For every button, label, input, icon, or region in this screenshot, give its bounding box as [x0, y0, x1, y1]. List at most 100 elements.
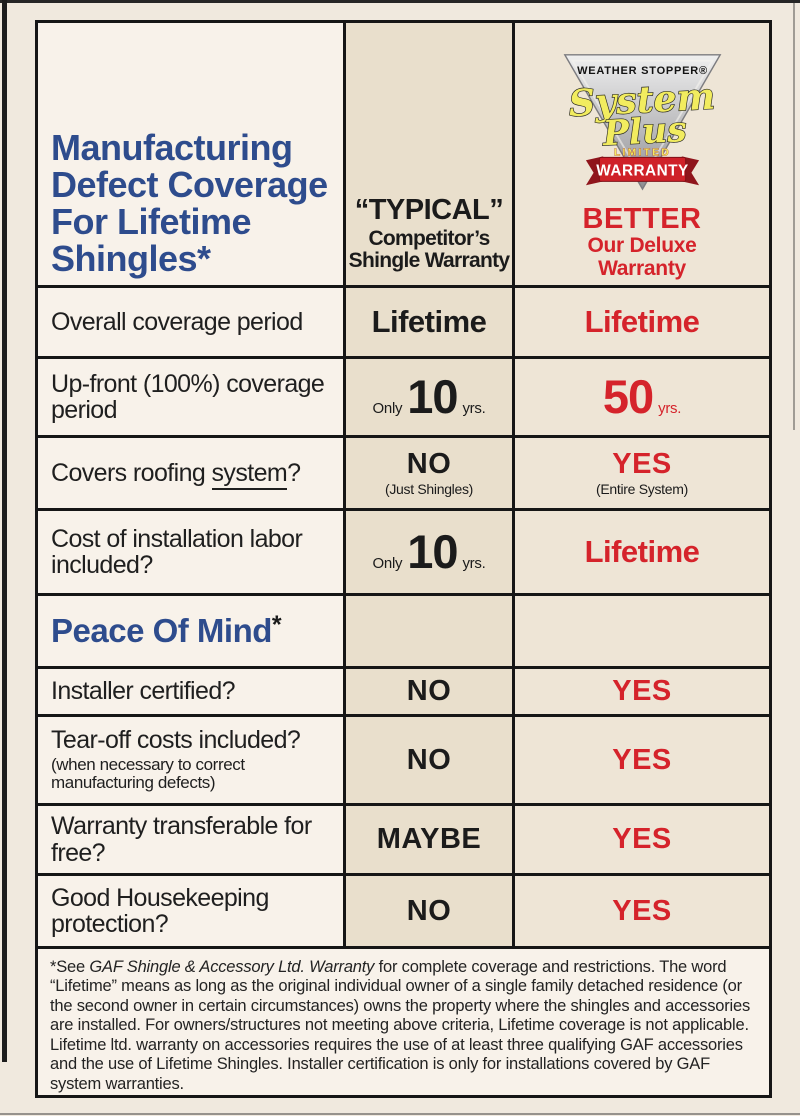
- badge-ribbon-warranty: WARRANTY: [596, 163, 688, 180]
- scan-edge-left: [2, 0, 7, 1062]
- typical-header-line3: Shingle Warranty: [348, 249, 510, 273]
- section-title: Peace Of Mind*: [51, 611, 337, 650]
- row-label-cell: Up-front (100%) coverage period: [38, 359, 343, 435]
- typical-cell-empty: [343, 596, 512, 666]
- badge-script-system: System: [567, 75, 716, 126]
- typical-cell: NO: [343, 669, 512, 714]
- typical-cell: NO (Just Shingles): [343, 438, 512, 508]
- better-cell-empty: [512, 596, 769, 666]
- row-label: Overall coverage period: [51, 307, 303, 336]
- row-label: Good Housekeeping protection?: [51, 883, 269, 938]
- typical-cell: Only 10 yrs.: [343, 359, 512, 435]
- row-label: Warranty transferable for free?: [51, 812, 312, 867]
- row-label: Cost of installation labor included?: [51, 524, 303, 579]
- footnote-warranty-title: GAF Shingle & Accessory Ltd. Warranty: [89, 958, 375, 976]
- value-number: 10: [407, 524, 458, 578]
- typical-header-line2: Competitor’s: [368, 226, 490, 250]
- typical-value: NO: [406, 894, 452, 927]
- better-cell: YES: [512, 806, 769, 873]
- better-value: YES: [612, 743, 672, 776]
- typical-value: NO: [406, 448, 452, 481]
- typical-value: Lifetime: [371, 303, 487, 339]
- value-suffix: yrs.: [658, 399, 682, 417]
- typical-cell: MAYBE: [343, 806, 512, 873]
- row-label-cell: Tear-off costs included? (when necessary…: [38, 717, 343, 803]
- page-title-line: Manufacturing: [51, 126, 293, 168]
- better-header-line3: Warranty: [598, 257, 686, 281]
- row-label-cell: Good Housekeeping protection?: [38, 876, 343, 946]
- value-number: 50: [602, 369, 654, 423]
- row-label: Covers roofing system?: [51, 458, 337, 490]
- weather-stopper-text: WEATHER STOPPER®: [577, 65, 708, 77]
- better-value: 50 yrs.: [602, 369, 682, 423]
- value-prefix: Only: [372, 399, 403, 417]
- row-label-cell: Overall coverage period: [38, 288, 343, 356]
- footnote-row: *See GAF Shingle & Accessory Ltd. Warran…: [38, 946, 769, 1095]
- badge-ribbon-band: [598, 156, 686, 182]
- table-row: Installer certified? NO YES: [38, 666, 769, 714]
- table-row: Good Housekeeping protection? NO YES: [38, 873, 769, 946]
- row-label-cell: Warranty transferable for free?: [38, 806, 343, 873]
- better-value: Lifetime: [584, 303, 700, 339]
- better-header-line1: BETTER: [582, 203, 702, 235]
- better-cell: Lifetime: [512, 511, 769, 593]
- typical-cell: Lifetime: [343, 288, 512, 356]
- better-value: YES: [612, 675, 672, 708]
- footnote-pre: *See: [50, 958, 90, 976]
- badge-ribbon-tail-left: [585, 156, 603, 186]
- section-title-text: Peace Of Mind: [51, 612, 272, 649]
- system-plus-badge-logo: WEATHER STOPPER® System Plus LIMITED WAR…: [563, 54, 721, 191]
- typical-column-header: “TYPICAL” Competitor’s Shingle Warranty: [343, 23, 512, 285]
- row-sublabel: (when necessary to correct manufacturing…: [51, 754, 245, 793]
- typical-cell: NO: [343, 717, 512, 803]
- better-header-line2: Our Deluxe: [587, 234, 697, 258]
- section-asterisk: *: [271, 611, 282, 639]
- row-label-pre: Covers roofing: [51, 458, 212, 487]
- table-row: Warranty transferable for free? MAYBE YE…: [38, 803, 769, 873]
- value-prefix: Only: [372, 554, 403, 572]
- scan-edge-top: [0, 0, 800, 3]
- page-title-line: Shingles*: [51, 237, 211, 279]
- better-value-note: (Entire System): [596, 480, 688, 497]
- row-label-post: ?: [287, 458, 301, 487]
- section-header-row: Peace Of Mind*: [38, 593, 769, 666]
- value-suffix: yrs.: [462, 554, 486, 572]
- better-value: YES: [612, 894, 672, 927]
- better-column-header: WEATHER STOPPER® System Plus LIMITED WAR…: [512, 23, 769, 285]
- row-label-cell: Installer certified?: [38, 669, 343, 714]
- page-title-line: For Lifetime: [51, 200, 252, 242]
- typical-value: NO: [406, 675, 452, 708]
- typical-value-note: (Just Shingles): [384, 480, 474, 497]
- better-cell: 50 yrs.: [512, 359, 769, 435]
- better-value: YES: [612, 448, 672, 481]
- row-label-underlined-word: system: [211, 458, 288, 490]
- row-label: Up-front (100%) coverage period: [51, 369, 325, 424]
- better-value: YES: [612, 823, 672, 856]
- table-header-row: Manufacturing Defect Coverage For Lifeti…: [38, 23, 769, 285]
- table-title-cell: Manufacturing Defect Coverage For Lifeti…: [38, 23, 343, 285]
- row-label-cell: Cost of installation labor included?: [38, 511, 343, 593]
- row-label-cell: Covers roofing system?: [38, 438, 343, 508]
- typical-cell: NO: [343, 876, 512, 946]
- scan-edge-bottom: [0, 1113, 800, 1115]
- badge-triangle: [563, 54, 721, 191]
- warranty-comparison-table: Manufacturing Defect Coverage For Lifeti…: [35, 20, 772, 1098]
- typical-value: Only 10 yrs.: [372, 373, 486, 420]
- value-suffix: yrs.: [462, 399, 486, 417]
- footnote-text: *See GAF Shingle & Accessory Ltd. Warran…: [38, 949, 769, 1095]
- typical-header-line1: “TYPICAL”: [354, 194, 504, 227]
- badge-script-plus: Plus: [601, 110, 688, 154]
- row-label: Installer certified?: [51, 677, 236, 706]
- better-cell: YES (Entire System): [512, 438, 769, 508]
- better-cell: YES: [512, 669, 769, 714]
- better-value: Lifetime: [584, 533, 700, 569]
- section-title-cell: Peace Of Mind*: [38, 596, 343, 666]
- table-row: Overall coverage period Lifetime Lifetim…: [38, 285, 769, 356]
- typical-value: Only 10 yrs.: [372, 524, 486, 578]
- row-label: Tear-off costs included?: [51, 726, 301, 755]
- table-row: Cost of installation labor included? Onl…: [38, 508, 769, 593]
- typical-value: MAYBE: [376, 823, 482, 856]
- table-row: Up-front (100%) coverage period Only 10 …: [38, 356, 769, 435]
- table-row: Tear-off costs included? (when necessary…: [38, 714, 769, 803]
